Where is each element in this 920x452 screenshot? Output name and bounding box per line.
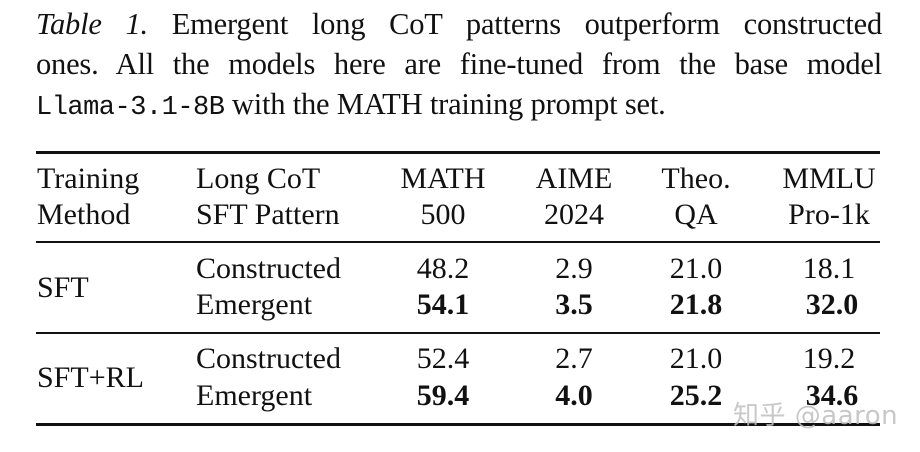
header-theoqa-2: QA — [674, 198, 718, 231]
pattern-cell: Emergent — [196, 379, 313, 412]
mmlu-cell: 34.6 — [805, 379, 859, 412]
top-rule — [36, 151, 880, 154]
caption-label: Table 1. — [36, 7, 148, 41]
header-training-method-1: Training — [37, 162, 140, 195]
aime2024-cell: 2.7 — [555, 342, 593, 375]
table-caption: Table 1. Emergent long CoT patterns outp… — [36, 4, 882, 128]
bottom-rule — [36, 423, 880, 426]
theoqa-cell: 21.8 — [669, 288, 723, 321]
header-math500-2: 500 — [420, 198, 466, 231]
pattern-cell: Constructed — [196, 252, 341, 285]
caption-line-1: Table 1. Emergent long CoT patterns outp… — [36, 4, 882, 44]
header-pattern-1: Long CoT — [196, 162, 321, 195]
caption-line-2: ones. All the models here are fine-tuned… — [36, 47, 882, 81]
theoqa-cell: 21.0 — [669, 252, 723, 285]
math500-cell: 54.1 — [416, 288, 470, 321]
pattern-cell: Emergent — [196, 288, 313, 321]
math500-cell: 48.2 — [416, 252, 470, 285]
math500-cell: 59.4 — [416, 379, 470, 412]
header-aime2024-2: 2024 — [544, 198, 604, 231]
header-aime2024-1: AIME — [535, 162, 613, 195]
header-pattern-2: SFT Pattern — [196, 198, 340, 231]
aime2024-cell: 4.0 — [555, 379, 593, 412]
header-training-method-2: Method — [37, 198, 131, 231]
header-math500-1: MATH — [400, 162, 486, 195]
pattern-cell: Constructed — [196, 342, 341, 375]
method-sft-rl: SFT+RL — [37, 361, 144, 394]
theoqa-cell: 25.2 — [669, 379, 723, 412]
caption-text-1: Emergent long CoT patterns outperform co… — [147, 7, 883, 41]
method-sft: SFT — [37, 271, 89, 304]
mmlu-cell: 18.1 — [802, 252, 856, 285]
mmlu-cell: 19.2 — [802, 342, 856, 375]
aime2024-cell: 2.9 — [555, 252, 593, 285]
theoqa-cell: 21.0 — [669, 342, 723, 375]
watermark: 知乎 @aaron — [733, 401, 899, 431]
caption-line-3: Llama-3.1-8B with the MATH training prom… — [36, 84, 882, 128]
math500-cell: 52.4 — [416, 342, 470, 375]
group-rule — [36, 332, 880, 334]
mmlu-cell: 32.0 — [805, 288, 859, 321]
model-name: Llama-3.1-8B — [36, 93, 225, 123]
header-rule — [36, 241, 880, 243]
aime2024-cell: 3.5 — [555, 288, 593, 321]
header-mmlu-2: Pro-1k — [788, 198, 870, 231]
caption-text-3: with the MATH training prompt set. — [224, 87, 666, 121]
header-theoqa-1: Theo. — [661, 162, 731, 195]
header-mmlu-1: MMLU — [782, 162, 876, 195]
